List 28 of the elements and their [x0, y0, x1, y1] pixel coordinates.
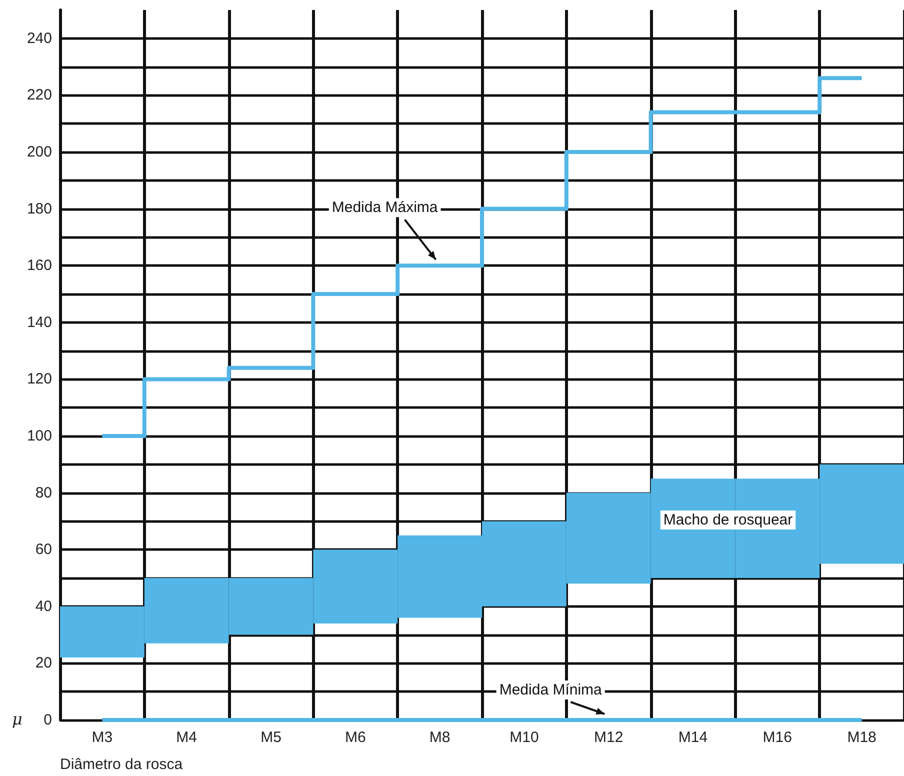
- x-tick-label: M18: [847, 729, 876, 746]
- x-tick-label: M16: [762, 729, 792, 746]
- annotation: Macho de rosquear: [663, 512, 793, 528]
- x-tick-label: M3: [92, 729, 113, 746]
- x-tick-label: M14: [678, 729, 708, 746]
- x-tick-label: M5: [260, 729, 282, 746]
- y-tick-label: 80: [35, 484, 52, 502]
- y-tick-label: 0: [44, 712, 52, 728]
- y-tick-label: 40: [35, 598, 52, 615]
- annotation: Medida Máxima: [332, 199, 438, 216]
- x-tick-label: M6: [344, 729, 366, 746]
- x-tick-label: M4: [176, 729, 198, 746]
- y-tick-label: 180: [26, 200, 52, 218]
- y-tick-label: 120: [26, 370, 52, 388]
- y-tick-label: 160: [26, 257, 52, 274]
- annotation: Medida Mínima: [499, 682, 603, 698]
- y-axis-title: μ: [12, 710, 22, 728]
- x-tick-label: M8: [429, 729, 450, 746]
- y-tick-label: 60: [35, 541, 52, 558]
- x-tick-label: M12: [594, 729, 624, 746]
- y-tick-label: 140: [26, 314, 52, 331]
- y-tick-label: 200: [26, 144, 52, 160]
- x-tick-label: M10: [510, 729, 539, 746]
- x-axis-title: Diâmetro da rosca: [60, 756, 184, 773]
- y-tick-label: 20: [35, 654, 52, 672]
- y-tick-label: 100: [26, 428, 52, 444]
- y-tick-label: 220: [26, 86, 52, 104]
- y-tick-label: 240: [26, 30, 52, 47]
